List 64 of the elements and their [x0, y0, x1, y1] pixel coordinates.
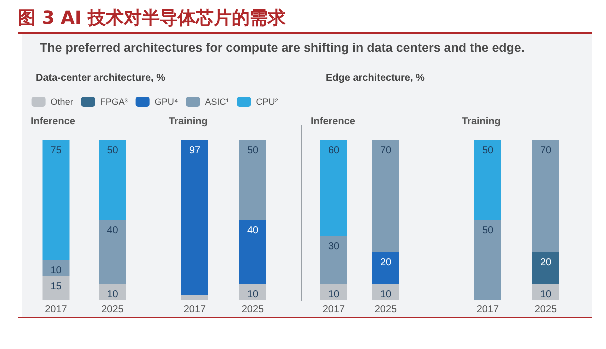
- bar: [372, 252, 400, 284]
- text: The preferred architectures for compute are shifting in data centers and the edge.: [40, 41, 525, 55]
- x-tick-label: 2017: [45, 304, 68, 316]
- data-label: 75: [50, 146, 62, 156]
- bar: [182, 140, 208, 296]
- bar: [320, 236, 348, 284]
- bar: [372, 140, 400, 252]
- bar: [42, 140, 70, 260]
- bar: [182, 295, 208, 300]
- chart-title: Training: [462, 116, 501, 128]
- data-label: 30: [328, 242, 340, 252]
- data-label: 20: [540, 258, 552, 268]
- data-label: 10: [247, 290, 259, 300]
- x-tick-label: 2025: [242, 304, 265, 316]
- data-label: 50: [482, 146, 494, 156]
- data-label: 50: [247, 146, 259, 156]
- text: Edge architecture, %: [326, 73, 425, 84]
- data-label: 60: [328, 146, 340, 156]
- bar: [42, 276, 70, 300]
- bar: [240, 220, 266, 284]
- data-label: 10: [50, 266, 62, 276]
- bar: [42, 260, 70, 276]
- caption: 图 3 AI 技术对半导体芯片的需求: [18, 7, 286, 30]
- bar: [532, 284, 560, 300]
- data-label: 70: [540, 146, 552, 156]
- data-label: 10: [540, 290, 552, 300]
- x-tick-label: 2017: [184, 304, 207, 316]
- legend-label: CPU²: [256, 97, 278, 107]
- legend-label: FPGA³: [100, 97, 128, 107]
- bar: [99, 284, 126, 300]
- text: Data-center architecture, %: [36, 73, 166, 84]
- data-label: 10: [328, 290, 340, 300]
- bar: [474, 140, 502, 220]
- legend-label: Other: [50, 97, 74, 107]
- bar: [320, 140, 348, 236]
- x-tick-label: 2025: [102, 304, 124, 316]
- bar: [532, 140, 560, 252]
- x-tick-label: 2025: [374, 304, 398, 316]
- bar: [320, 284, 348, 300]
- x-tick-label: 2025: [534, 304, 558, 316]
- legend-label: GPU⁴: [154, 97, 178, 107]
- data-label: 97: [189, 146, 201, 156]
- data-label: 50: [107, 146, 119, 156]
- data-label: 15: [50, 282, 62, 292]
- legend-label: ASIC¹: [205, 97, 230, 107]
- bar: [240, 140, 266, 220]
- x-tick-label: 2017: [322, 304, 346, 316]
- data-label: 70: [380, 146, 392, 156]
- x-tick-label: 2017: [476, 304, 500, 316]
- data-label: 40: [247, 226, 259, 236]
- data-label: 10: [107, 290, 119, 300]
- bar: [532, 252, 560, 284]
- data-label: 50: [482, 226, 494, 236]
- data-label: 20: [380, 258, 392, 268]
- bar: [99, 220, 126, 284]
- bar: [474, 220, 502, 300]
- data-label: 10: [380, 290, 392, 300]
- chart-title: Inference: [31, 116, 76, 128]
- chart-title: Inference: [311, 116, 356, 128]
- chart-title: Training: [169, 116, 208, 128]
- bar: [99, 140, 126, 220]
- bar: [372, 284, 400, 300]
- data-label: 40: [107, 226, 119, 236]
- bar: [240, 284, 266, 300]
